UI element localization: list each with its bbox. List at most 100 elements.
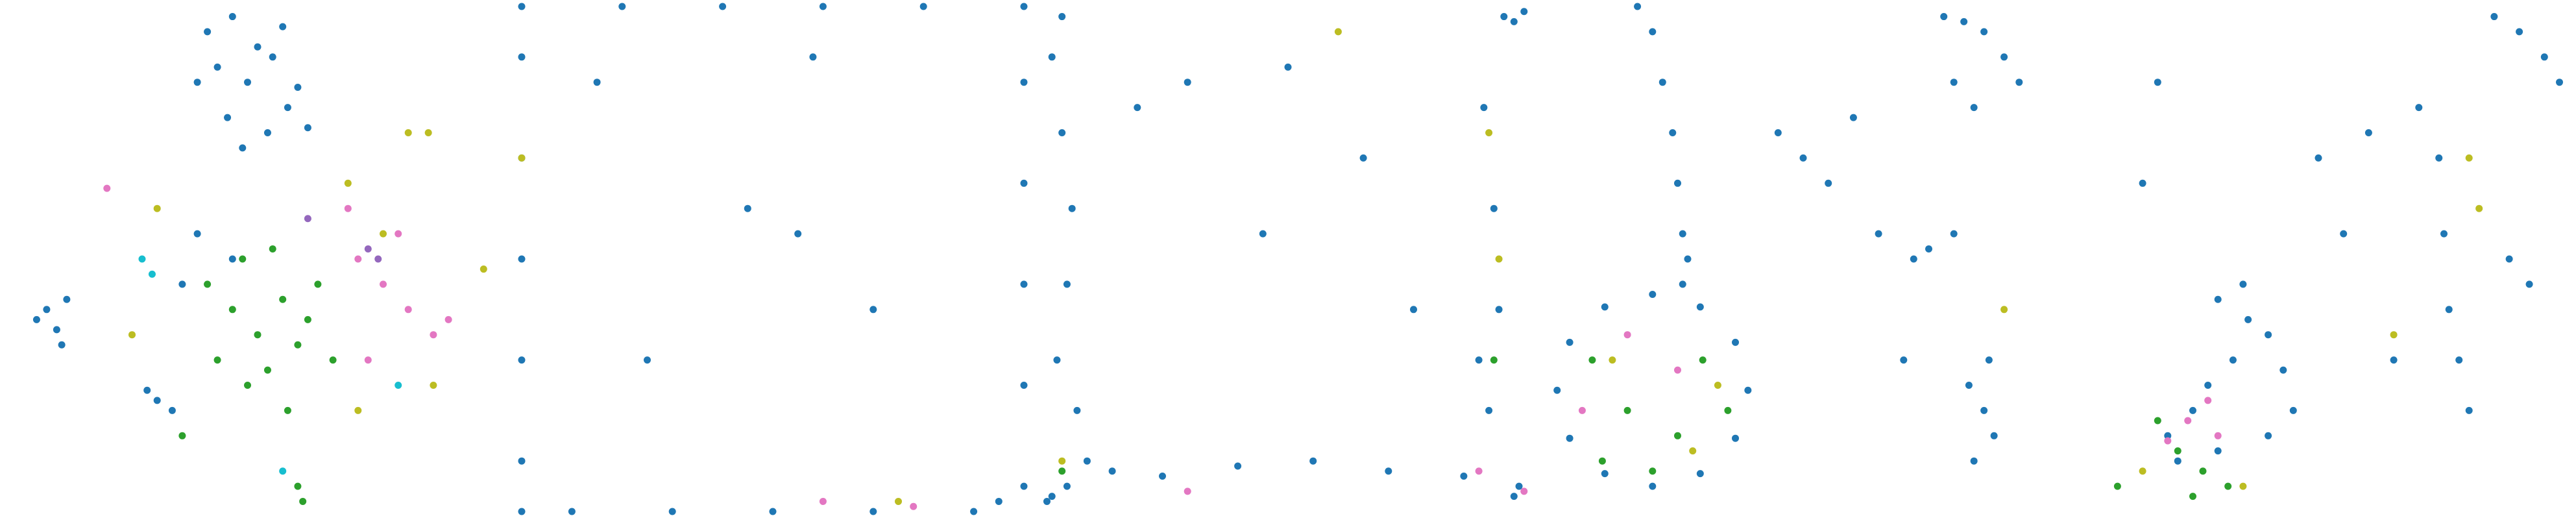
point: [2475, 204, 2483, 212]
point: [2204, 382, 2212, 389]
point: [1985, 356, 1993, 364]
point: [1669, 129, 1677, 136]
point: [153, 397, 161, 404]
point: [1083, 457, 1091, 465]
point: [1020, 482, 1028, 490]
point: [1875, 230, 1882, 238]
point: [2113, 482, 2121, 490]
point: [1950, 230, 1958, 238]
point: [1965, 382, 1973, 389]
point: [1950, 79, 1958, 86]
point: [2364, 129, 2372, 136]
point: [374, 255, 382, 263]
point: [480, 265, 487, 273]
point: [1410, 306, 1417, 314]
point: [1048, 493, 1056, 500]
point: [244, 382, 252, 389]
point: [518, 255, 526, 263]
point: [204, 28, 212, 36]
point: [254, 43, 261, 51]
point: [2390, 356, 2398, 364]
point: [1578, 406, 1586, 414]
point: [284, 406, 291, 414]
point: [2154, 417, 2161, 425]
point: [1058, 467, 1066, 475]
point: [153, 204, 161, 212]
point: [1520, 487, 1528, 495]
point: [204, 280, 212, 288]
point: [2174, 447, 2181, 455]
point: [304, 315, 311, 323]
point: [244, 79, 252, 86]
point: [193, 230, 201, 238]
point: [1485, 129, 1493, 136]
point: [148, 270, 156, 278]
point: [2540, 53, 2548, 61]
point: [1184, 79, 1191, 86]
point: [364, 245, 372, 253]
point: [2189, 493, 2196, 500]
point: [518, 356, 526, 364]
point: [1598, 457, 1606, 465]
point: [1649, 482, 1657, 490]
point: [2174, 457, 2181, 465]
point: [809, 53, 817, 61]
point: [314, 280, 322, 288]
point: [1063, 482, 1071, 490]
point: [644, 356, 651, 364]
point: [380, 230, 387, 238]
point: [518, 508, 526, 515]
point: [1259, 230, 1267, 238]
point: [1500, 13, 1508, 21]
point: [1696, 303, 1704, 311]
point: [354, 406, 362, 414]
point: [819, 497, 827, 505]
point: [263, 129, 271, 136]
point: [618, 3, 626, 10]
point: [138, 255, 146, 263]
point: [1510, 493, 1518, 500]
point: [269, 53, 276, 61]
point: [1940, 13, 1948, 21]
point: [2440, 230, 2448, 238]
point: [1385, 467, 1392, 475]
point: [1058, 129, 1066, 136]
point: [380, 280, 387, 288]
point: [1020, 382, 1028, 389]
point: [1359, 154, 1367, 162]
point: [254, 331, 261, 339]
point: [1043, 497, 1051, 505]
point: [2465, 406, 2473, 414]
point: [1659, 79, 1666, 86]
point: [1334, 28, 1342, 36]
point: [1910, 255, 1917, 263]
point: [2490, 13, 2498, 21]
point: [2315, 154, 2322, 162]
point: [518, 3, 526, 10]
point: [895, 497, 902, 505]
point: [744, 204, 751, 212]
point: [263, 366, 271, 374]
point: [1108, 467, 1116, 475]
point: [2279, 366, 2287, 374]
point: [1799, 154, 1807, 162]
point: [304, 124, 311, 132]
point: [228, 13, 236, 21]
point: [269, 245, 276, 253]
point: [1609, 356, 1616, 364]
point: [279, 467, 287, 475]
point: [2340, 230, 2348, 238]
point: [53, 326, 60, 334]
point: [1234, 462, 1242, 470]
point: [2015, 79, 2023, 86]
point: [995, 497, 1002, 505]
point: [2516, 28, 2523, 36]
point: [58, 341, 66, 349]
point: [32, 315, 40, 323]
point: [568, 508, 576, 515]
point: [1634, 3, 1642, 10]
point: [1460, 473, 1468, 480]
point: [1623, 331, 1631, 339]
point: [2139, 179, 2146, 187]
